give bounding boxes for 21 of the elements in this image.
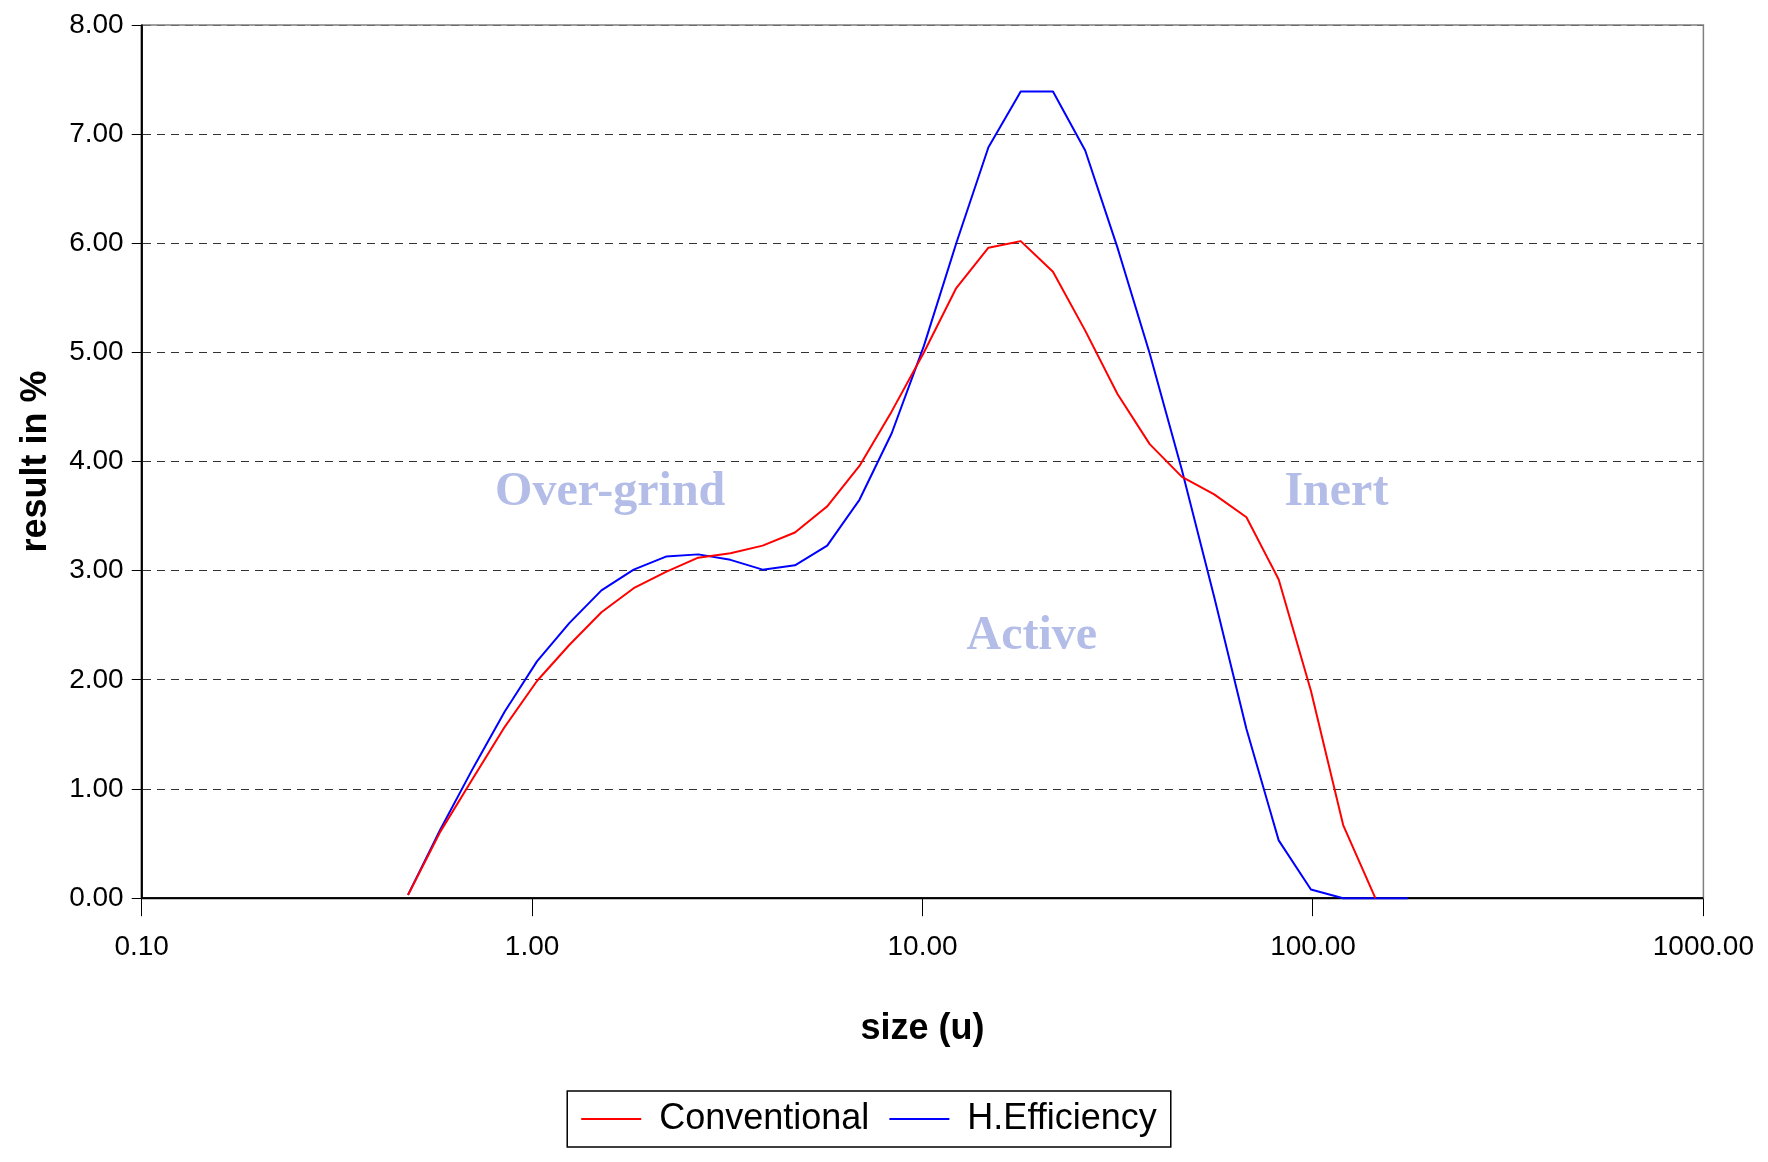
x-tick-label: 0.10	[114, 929, 169, 961]
y-tick-label: 7.00	[69, 116, 124, 148]
y-tick-label: 2.00	[69, 662, 124, 694]
x-tick-label: 10.00	[887, 929, 958, 961]
x-tick-label: 1000.00	[1652, 929, 1754, 961]
legend-label: H.Efficiency	[967, 1095, 1157, 1137]
y-tick-label: 0.00	[69, 880, 124, 912]
y-tick-label: 6.00	[69, 226, 124, 258]
x-tick-label: 1.00	[504, 929, 560, 961]
x-tick-label: 100.00	[1270, 929, 1356, 961]
y-tick-label: 5.00	[69, 335, 124, 367]
y-tick-label: 8.00	[69, 7, 124, 39]
x-axis-title: size (u)	[860, 1006, 985, 1048]
y-tick-label: 1.00	[69, 771, 124, 803]
annotation: Over-grind	[495, 461, 726, 515]
y-axis-title: result in %	[12, 370, 54, 553]
annotation: Active	[966, 605, 1098, 659]
y-tick-label: 4.00	[69, 444, 124, 476]
y-tick-label: 3.00	[69, 553, 124, 585]
annotation: Inert	[1284, 461, 1389, 515]
legend-label: Conventional	[659, 1095, 870, 1137]
